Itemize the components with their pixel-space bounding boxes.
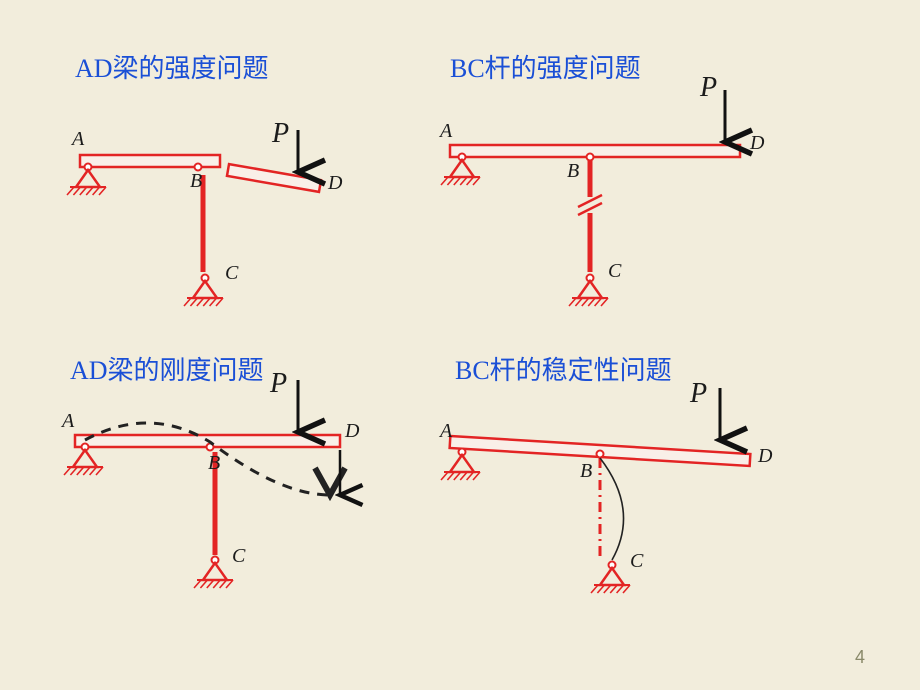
panel4-title: BC杆的稳定性问题 (455, 350, 672, 387)
diagram-canvas (0, 0, 920, 690)
p1-label-A: A (72, 128, 84, 151)
page-number: 4 (855, 647, 865, 668)
p4-label-A: A (440, 420, 452, 443)
p2-label-P: P (700, 72, 717, 104)
p1-label-P: P (272, 118, 289, 150)
p3-label-P: P (270, 368, 287, 400)
p2-label-C: C (608, 260, 621, 283)
p4-label-C: C (630, 550, 643, 573)
panel2-title: BC杆的强度问题 (450, 48, 641, 85)
p3-label-B: B (208, 452, 220, 475)
p4-label-P: P (690, 378, 707, 410)
p2-label-D: D (750, 132, 764, 155)
p3-label-D: D (345, 420, 359, 443)
p4-label-D: D (758, 445, 772, 468)
panel3-title: AD梁的刚度问题 (70, 350, 264, 387)
p3-label-A: A (62, 410, 74, 433)
panel1-title: AD梁的强度问题 (75, 48, 269, 85)
p2-label-B: B (567, 160, 579, 183)
p4-label-B: B (580, 460, 592, 483)
p3-label-C: C (232, 545, 245, 568)
p1-label-B: B (190, 170, 202, 193)
p2-label-A: A (440, 120, 452, 143)
p1-label-D: D (328, 172, 342, 195)
p1-label-C: C (225, 262, 238, 285)
